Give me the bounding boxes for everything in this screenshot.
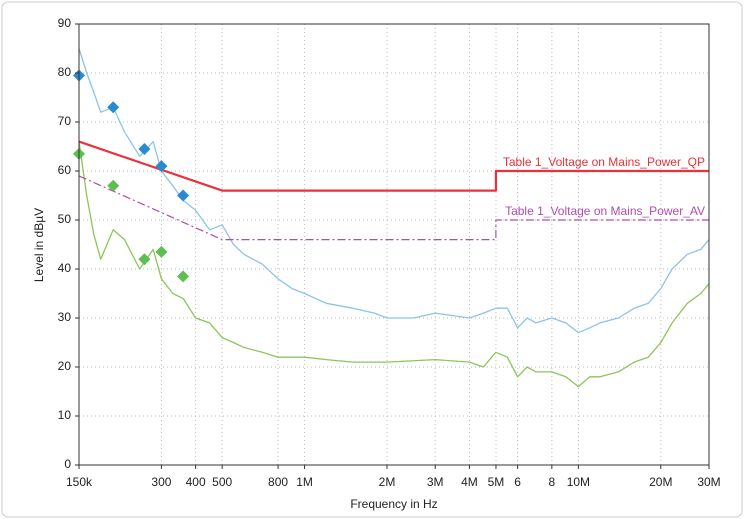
marker — [138, 142, 151, 155]
trace — [78, 48, 710, 334]
y-tick-label: 20 — [58, 359, 72, 373]
plot-area — [78, 23, 710, 466]
limit-label: Table 1_Voltage on Mains_Power_AV — [505, 204, 705, 218]
y-tick-label: 40 — [58, 261, 72, 275]
trace — [78, 141, 710, 388]
x-tick-label: 6 — [514, 475, 521, 489]
y-tick-label: 90 — [58, 16, 72, 30]
y-axis-label: Level in dBµV — [32, 208, 46, 282]
x-tick-label: 800 — [268, 475, 288, 489]
marker — [155, 160, 168, 173]
y-tick-label: 70 — [58, 114, 72, 128]
x-tick-label: 400 — [186, 475, 206, 489]
y-tick-label: 60 — [58, 163, 72, 177]
x-tick-label: 20M — [649, 475, 672, 489]
limit-line — [78, 140, 709, 192]
x-tick-label: 10M — [567, 475, 590, 489]
marker — [138, 253, 151, 266]
x-tick-label: 4M — [461, 475, 478, 489]
x-tick-label: 150k — [66, 475, 93, 489]
x-tick-label: 1M — [296, 475, 313, 489]
marker — [177, 270, 190, 283]
y-tick-label: 80 — [58, 65, 72, 79]
y-tick-label: 30 — [58, 310, 72, 324]
x-tick-label: 30M — [697, 475, 720, 489]
marker — [107, 101, 120, 114]
x-tick-label: 5M — [488, 475, 505, 489]
x-tick-label: 500 — [212, 475, 232, 489]
x-tick-label: 3M — [427, 475, 444, 489]
x-tick-label: 300 — [151, 475, 171, 489]
x-tick-label: 2M — [379, 475, 396, 489]
limit-label: Table 1_Voltage on Mains_Power_QP — [503, 155, 705, 169]
marker — [107, 179, 120, 192]
y-tick-label: 10 — [58, 408, 72, 422]
y-tick-label: 0 — [64, 457, 71, 471]
y-tick-label: 50 — [58, 212, 72, 226]
x-tick-label: 8 — [548, 475, 555, 489]
marker — [177, 189, 190, 202]
marker — [155, 245, 168, 258]
x-axis-label: Frequency in Hz — [350, 497, 437, 511]
